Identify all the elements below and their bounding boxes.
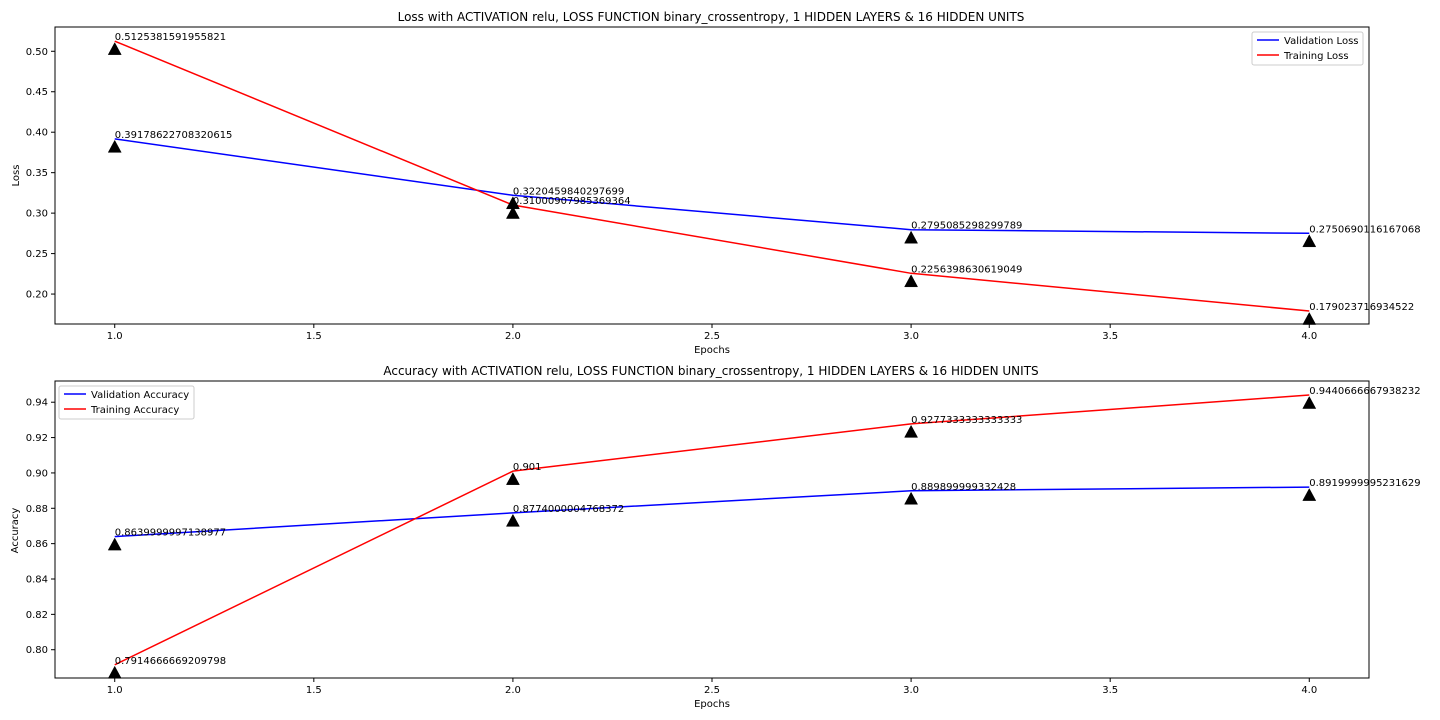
legend-validation-loss-label: Validation Loss — [1284, 36, 1359, 47]
validation-loss-value-label: 0.3220459840297699 — [513, 186, 624, 197]
accuracy-chart-ticks: 1.0 1.5 2.0 2.5 3.0 3.5 4.0 0.80 0.82 0.84 0.86 0.8… — [26, 398, 1317, 696]
validation-loss-value-label: 0.2795085298299789 — [911, 221, 1022, 232]
validation-accuracy-value-label: 0.889899999332428 — [911, 482, 1016, 493]
accuracy-chart-annotations: 0.8639999997138977 0.8774000004768372 0.88… — [115, 386, 1421, 667]
training-accuracy-marker — [1302, 396, 1317, 409]
validation-loss-value-label: 0.2750690116167068 — [1309, 224, 1420, 235]
training-accuracy-marker — [505, 472, 520, 485]
accuracy-chart-xtick-label: 3.0 — [903, 685, 919, 696]
validation-accuracy-marker — [904, 491, 919, 505]
accuracy-chart-xtick-label: 2.0 — [505, 685, 521, 696]
loss-chart-ytick-label: 0.30 — [26, 209, 48, 220]
loss-chart-ytick-label: 0.50 — [26, 47, 48, 58]
accuracy-chart-ytick-label: 0.84 — [26, 575, 48, 586]
validation-loss-marker — [107, 139, 122, 153]
legend-training-accuracy-label: Training Accuracy — [90, 405, 179, 416]
accuracy-chart-ytick-label: 0.82 — [26, 610, 48, 621]
validation-accuracy-marker — [505, 513, 520, 527]
validation-loss-marker — [904, 230, 919, 244]
validation-accuracy-value-label: 0.8774000004768372 — [513, 504, 624, 515]
accuracy-chart-xtick-label: 1.5 — [306, 685, 322, 696]
training-accuracy-marker — [107, 665, 122, 679]
accuracy-chart-ytick-label: 0.90 — [26, 468, 48, 479]
validation-loss-line — [114, 138, 1310, 235]
validation-loss-value-label: 0.39178622708320615 — [115, 130, 233, 141]
accuracy-chart-markers — [107, 396, 1317, 679]
training-loss-marker — [505, 206, 520, 219]
training-accuracy-value-label: 0.7914666669209798 — [115, 656, 226, 667]
accuracy-chart-xtick-label: 2.5 — [704, 685, 720, 696]
loss-chart-ytick-label: 0.40 — [26, 128, 48, 139]
loss-chart-legend: Validation Loss Training Loss — [1251, 31, 1364, 66]
accuracy-chart-xtick-label: 1.0 — [107, 685, 123, 696]
loss-chart-xtick-label: 4.0 — [1301, 331, 1317, 342]
validation-accuracy-line — [114, 486, 1310, 538]
training-loss-value-label: 0.31000907985369364 — [513, 196, 631, 207]
training-loss-marker — [107, 42, 122, 55]
loss-chart-series — [114, 40, 1310, 312]
accuracy-chart-ytick-label: 0.86 — [26, 539, 48, 550]
loss-chart-xtick-label: 3.5 — [1102, 331, 1118, 342]
training-loss-marker — [904, 274, 919, 288]
loss-chart-xlabel: Epochs — [694, 345, 730, 356]
accuracy-chart-xlabel: Epochs — [694, 699, 730, 710]
accuracy-chart-ytick-label: 0.94 — [26, 398, 48, 409]
loss-chart-plot-frame — [54, 26, 1370, 325]
training-loss-value-label: 0.2256398630619049 — [911, 264, 1022, 275]
accuracy-chart-plot-frame — [54, 380, 1370, 679]
loss-chart-xtick-label: 1.5 — [306, 331, 322, 342]
validation-accuracy-marker — [107, 537, 122, 551]
loss-chart-xtick-label: 3.0 — [903, 331, 919, 342]
accuracy-chart-ylabel: Accuracy — [10, 508, 21, 554]
loss-chart-title: Loss with ACTIVATION relu, LOSS FUNCTION… — [398, 10, 1025, 24]
loss-chart-legend-box — [1251, 31, 1364, 66]
loss-chart-ylabel: Loss — [11, 165, 22, 187]
accuracy-chart-legend-box — [58, 385, 195, 420]
training-accuracy-value-label: 0.901 — [513, 462, 542, 473]
accuracy-chart-ytick-label: 0.88 — [26, 504, 48, 515]
validation-accuracy-marker — [1302, 488, 1317, 501]
loss-chart-annotations: 0.39178622708320615 0.3220459840297699 0.2… — [115, 32, 1421, 313]
training-accuracy-line — [114, 394, 1310, 666]
validation-accuracy-value-label: 0.8639999997138977 — [115, 528, 226, 539]
loss-chart-ytick-label: 0.25 — [26, 249, 48, 260]
training-loss-value-label: 0.5125381591955821 — [115, 32, 226, 43]
accuracy-chart-legend: Validation Accuracy Training Accuracy — [58, 385, 195, 420]
loss-chart-ytick-label: 0.20 — [26, 290, 48, 301]
training-accuracy-value-label: 0.9277333333333333 — [911, 415, 1022, 426]
accuracy-chart-series — [114, 394, 1310, 666]
legend-validation-accuracy-label: Validation Accuracy — [91, 390, 189, 401]
loss-chart-ticks: 1.0 1.5 2.0 2.5 3.0 3.5 4.0 0.20 0.25 0.30 0.35 0.4… — [26, 47, 1317, 342]
accuracy-chart-ytick-label: 0.80 — [26, 645, 48, 656]
accuracy-chart-xtick-label: 3.5 — [1102, 685, 1118, 696]
loss-chart-ytick-label: 0.35 — [26, 168, 48, 179]
loss-chart-xtick-label: 2.5 — [704, 331, 720, 342]
validation-accuracy-value-label: 0.8919999995231629 — [1309, 478, 1420, 489]
loss-chart-markers — [107, 42, 1317, 325]
loss-chart-ytick-label: 0.45 — [26, 87, 48, 98]
training-loss-marker — [1302, 312, 1317, 325]
loss-chart-xtick-label: 1.0 — [107, 331, 123, 342]
legend-training-loss-label: Training Loss — [1283, 51, 1349, 62]
training-loss-line — [114, 40, 1310, 312]
training-loss-value-label: 0.179023716934522 — [1309, 302, 1414, 313]
loss-chart-xtick-label: 2.0 — [505, 331, 521, 342]
accuracy-chart: Accuracy with ACTIVATION relu, LOSS FUNC… — [10, 364, 1421, 710]
validation-loss-marker — [1302, 234, 1317, 248]
accuracy-chart-xtick-label: 4.0 — [1301, 685, 1317, 696]
accuracy-chart-ytick-label: 0.92 — [26, 433, 48, 444]
accuracy-chart-title: Accuracy with ACTIVATION relu, LOSS FUNC… — [383, 364, 1038, 378]
training-accuracy-value-label: 0.9440666667938232 — [1309, 386, 1420, 397]
training-accuracy-marker — [904, 424, 919, 438]
loss-chart: Loss with ACTIVATION relu, LOSS FUNCTION… — [11, 10, 1421, 356]
